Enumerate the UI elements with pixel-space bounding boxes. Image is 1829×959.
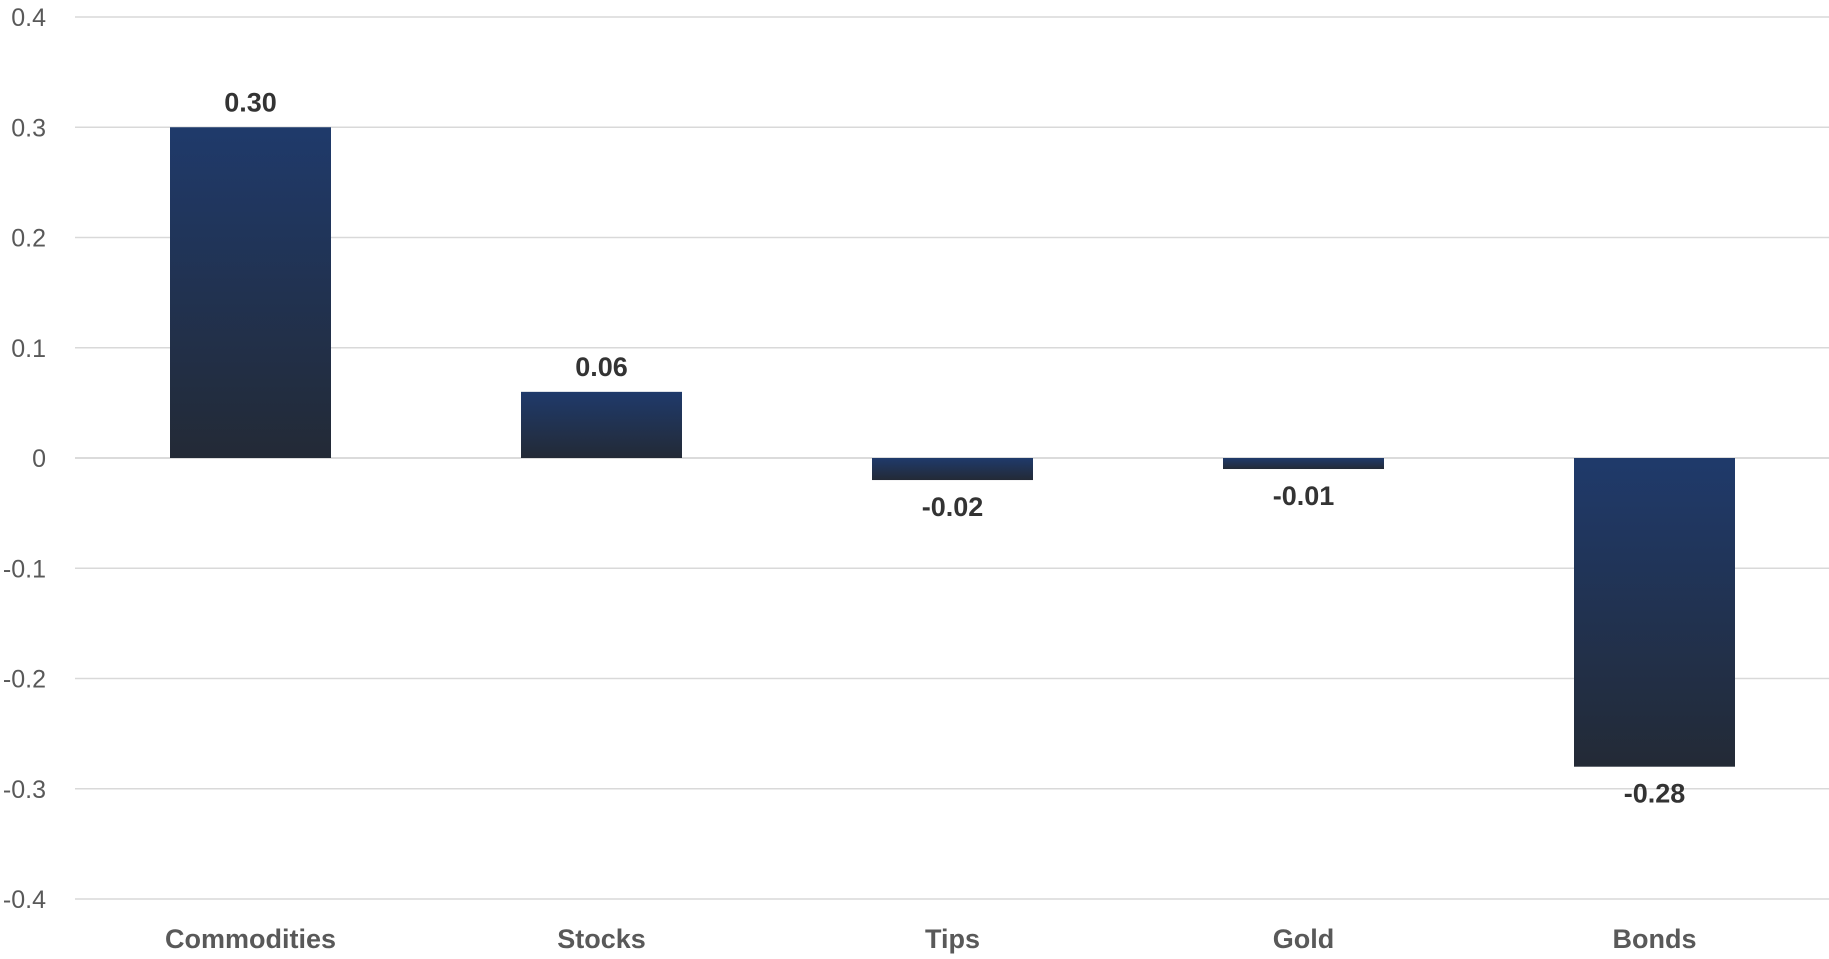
data-label-gold: -0.01 [1273, 481, 1335, 511]
x-tick-label-bonds: Bonds [1613, 924, 1697, 954]
bar-bonds [1574, 458, 1735, 767]
y-tick-label: -0.3 [3, 776, 46, 804]
y-tick-label: -0.1 [3, 555, 46, 583]
bar-tips [872, 458, 1033, 481]
y-tick-label: -0.2 [3, 666, 46, 694]
data-label-commodities: 0.30 [224, 87, 277, 117]
y-tick-label: 0.1 [11, 335, 46, 363]
data-labels: 0.30 0.06 -0.02 -0.01 -0.28 [224, 87, 1685, 808]
data-label-tips: -0.02 [922, 492, 984, 522]
data-label-stocks: 0.06 [575, 352, 628, 382]
y-tick-label: 0.4 [11, 4, 46, 32]
x-axis: Commodities Stocks Tips Gold Bonds [165, 924, 1697, 954]
bar-commodities [170, 127, 331, 458]
bar-stocks [521, 391, 682, 458]
y-tick-label: 0 [32, 445, 46, 473]
x-tick-label-commodities: Commodities [165, 924, 336, 954]
y-tick-label: 0.2 [11, 225, 46, 253]
data-label-bonds: -0.28 [1624, 779, 1686, 809]
x-tick-label-stocks: Stocks [557, 924, 646, 954]
y-tick-label: 0.3 [11, 114, 46, 142]
x-tick-label-tips: Tips [925, 924, 980, 954]
y-axis: 0.4 0.3 0.2 0.1 0 -0.1 -0.2 -0.3 -0.4 [3, 4, 46, 914]
x-tick-label-gold: Gold [1273, 924, 1335, 954]
bar-gold [1223, 458, 1384, 470]
bars [170, 127, 1735, 767]
y-tick-label: -0.4 [3, 886, 46, 914]
